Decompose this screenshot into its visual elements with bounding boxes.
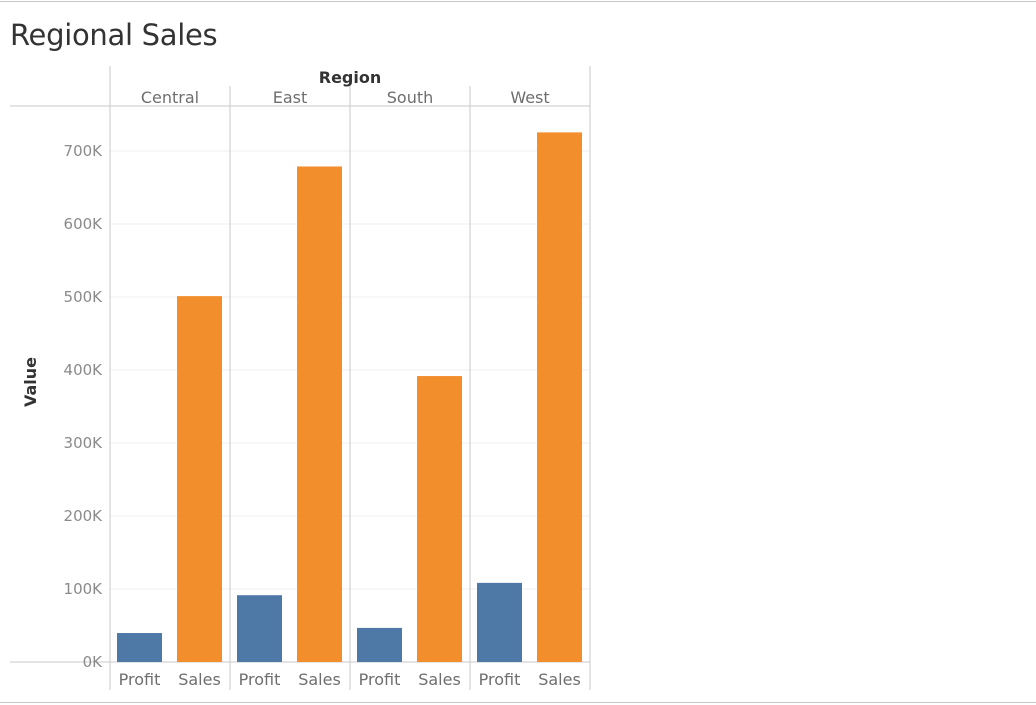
bar-south-sales: [417, 376, 462, 662]
bar-south-profit: [357, 627, 402, 662]
measure-label-profit: Profit: [239, 670, 281, 689]
y-tick-label: 500K: [64, 288, 104, 306]
y-axis-ticks: 0K 100K 200K 300K 400K 500K 600K 700K: [64, 142, 104, 671]
top-divider: [0, 1, 1036, 2]
x-axis-measure-labels: Profit Sales Profit Sales Profit Sales Profit S…: [119, 670, 581, 689]
region-header-title: Region: [319, 68, 382, 87]
measure-label-profit: Profit: [359, 670, 401, 689]
y-tick-label: 400K: [64, 361, 104, 379]
bar-central-sales: [177, 296, 222, 662]
bottom-divider: [0, 702, 1036, 703]
measure-label-sales: Sales: [538, 670, 581, 689]
region-header-west: West: [510, 88, 549, 107]
measure-label-profit: Profit: [119, 670, 161, 689]
y-tick-label: 300K: [64, 434, 104, 452]
region-header-south: South: [387, 88, 434, 107]
y-axis-label: Value: [21, 357, 40, 407]
bars: [117, 132, 582, 662]
y-tick-label: 700K: [64, 142, 104, 160]
region-headers: Region Central East South West: [141, 68, 550, 107]
measure-label-sales: Sales: [178, 670, 221, 689]
chart-title: Regional Sales: [10, 18, 218, 52]
bar-west-profit: [477, 582, 522, 662]
bar-east-profit: [237, 595, 282, 662]
bar-central-profit: [117, 633, 162, 662]
measure-label-sales: Sales: [418, 670, 461, 689]
measure-label-profit: Profit: [479, 670, 521, 689]
chart-frame: [10, 66, 591, 690]
region-header-central: Central: [141, 88, 199, 107]
y-tick-label: 100K: [64, 580, 104, 598]
measure-label-sales: Sales: [298, 670, 341, 689]
y-tick-label: 600K: [64, 215, 104, 233]
y-tick-label: 200K: [64, 507, 104, 525]
bar-east-sales: [297, 166, 342, 662]
bar-west-sales: [537, 132, 582, 662]
y-tick-label: 0K: [83, 653, 104, 671]
region-header-east: East: [273, 88, 308, 107]
